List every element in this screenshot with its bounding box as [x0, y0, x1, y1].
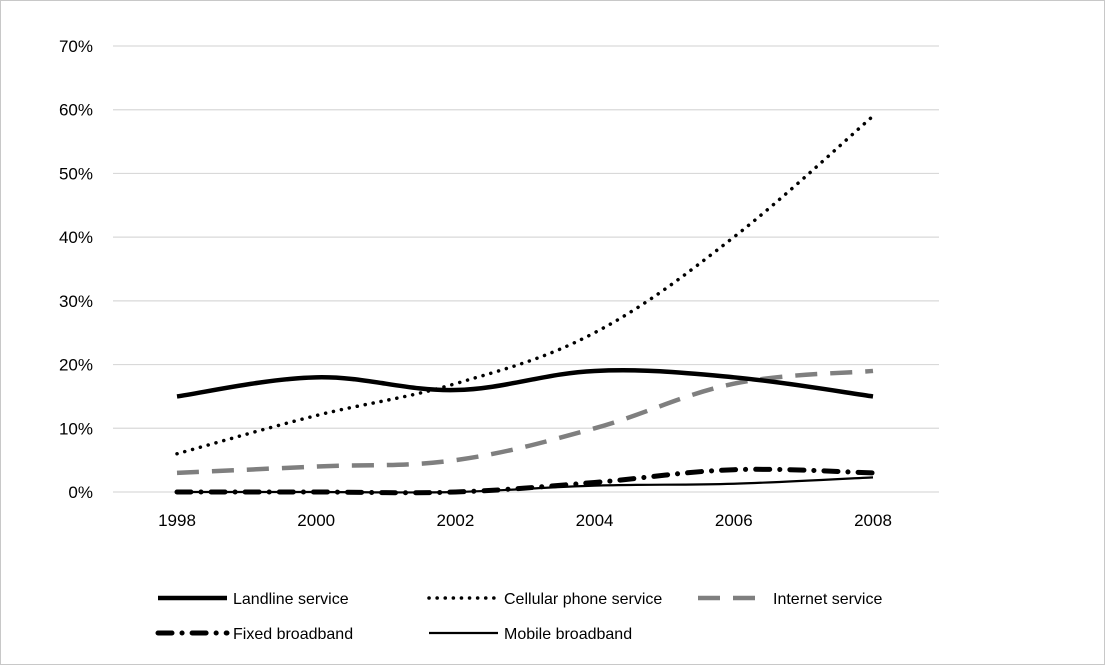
- legend-label: Internet service: [773, 591, 882, 608]
- series-line-cellular-phone-service: [175, 114, 875, 456]
- legend-label: Fixed broadband: [233, 626, 353, 643]
- series-line-internet-service: [176, 368, 874, 476]
- y-tick-label: 70%: [59, 37, 93, 56]
- legend-label: Mobile broadband: [504, 626, 632, 643]
- legend-item-cellular-phone-service: Cellular phone service: [427, 591, 662, 608]
- y-axis-tick-labels: 0% 10% 20% 30% 40% 50% 60% 70%: [59, 37, 93, 502]
- series-line-fixed-broadband: [174, 466, 876, 496]
- x-tick-label: 2006: [715, 511, 753, 530]
- legend-label: Cellular phone service: [504, 591, 662, 608]
- y-tick-label: 10%: [59, 419, 93, 438]
- legend-item-mobile-broadband: Mobile broadband: [429, 626, 632, 643]
- x-tick-label: 2004: [576, 511, 614, 530]
- legend-item-internet-service: Internet service: [698, 591, 882, 608]
- gridlines: [113, 45, 939, 493]
- y-tick-label: 60%: [59, 101, 93, 120]
- legend-label: Landline service: [233, 591, 349, 608]
- legend-item-landline-service: Landline service: [158, 591, 349, 608]
- legend-item-fixed-broadband: Fixed broadband: [155, 626, 353, 643]
- x-tick-label: 1998: [158, 511, 196, 530]
- series-line-landline-service: [176, 368, 874, 399]
- x-tick-label: 2002: [436, 511, 474, 530]
- x-tick-label: 2008: [854, 511, 892, 530]
- y-tick-label: 50%: [59, 164, 93, 183]
- y-tick-label: 40%: [59, 228, 93, 247]
- y-tick-label: 0%: [68, 483, 93, 502]
- x-tick-label: 2000: [297, 511, 335, 530]
- legend: Landline service Cellular phone service In…: [155, 591, 882, 643]
- x-axis-tick-labels: 1998 2000 2002 2004 2006 2008: [158, 511, 892, 530]
- y-tick-label: 30%: [59, 292, 93, 311]
- series-lines: [174, 114, 876, 496]
- y-tick-label: 20%: [59, 356, 93, 375]
